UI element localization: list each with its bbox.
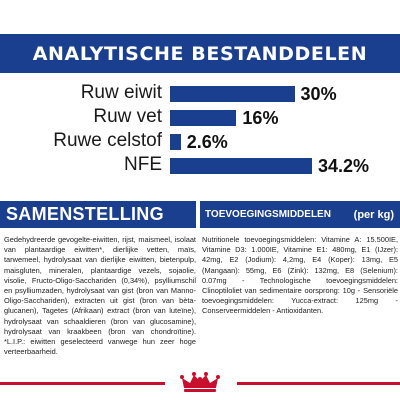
- nutrient-label: Ruwe celstof: [53, 130, 162, 151]
- nutrient-bar: [170, 134, 181, 150]
- nutrient-value: 16%: [242, 108, 279, 128]
- nutrient-bar: [170, 110, 237, 126]
- composition-header: SAMENSTELLING: [0, 201, 196, 228]
- footer-divider-right: [237, 382, 400, 385]
- nutrient-label: NFE: [124, 154, 162, 175]
- additives-text: Nutritionele toevoegingsmiddelen: Vitami…: [202, 235, 398, 316]
- analysis-table: Ruw eiwit 30% Ruw vet 16% Ruwe celstof 2…: [0, 82, 400, 182]
- nutrient-bar: [170, 158, 312, 174]
- nutrient-value: 30%: [300, 84, 337, 104]
- composition-title: SAMENSTELLING: [6, 204, 164, 224]
- analysis-title: ANALYTISCHE BESTANDDELEN: [32, 42, 368, 65]
- nutrient-row: Ruwe celstof 2.6%: [0, 130, 400, 154]
- nutrient-row: Ruw vet 16%: [0, 106, 400, 130]
- additives-header: TOEVOEGINGSMIDDELEN (per kg): [200, 201, 400, 228]
- royal-canin-crown-logo-icon: [180, 372, 220, 392]
- analysis-banner: ANALYTISCHE BESTANDDELEN: [0, 34, 400, 73]
- nutrient-bar: [170, 86, 295, 102]
- footer-divider-left: [0, 382, 165, 385]
- additives-unit: (per kg): [353, 208, 394, 221]
- additives-title: TOEVOEGINGSMIDDELEN: [205, 209, 331, 220]
- nutrient-label: Ruw eiwit: [80, 82, 162, 103]
- nutrient-value: 2.6%: [186, 132, 228, 152]
- nutrient-row: NFE 34.2%: [0, 154, 400, 178]
- composition-text: Gedehydreerde gevogelte-eiwitten, rijst,…: [4, 235, 196, 357]
- nutrient-value: 34.2%: [318, 156, 370, 176]
- nutrient-row: Ruw eiwit 30%: [0, 82, 400, 106]
- nutrient-label: Ruw vet: [93, 106, 162, 127]
